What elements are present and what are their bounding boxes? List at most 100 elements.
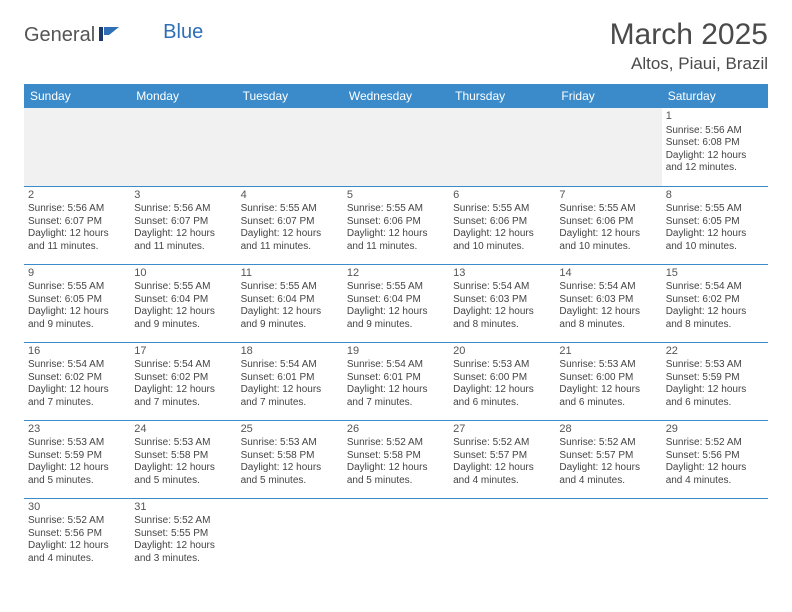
- cell-daylight2: and 10 minutes.: [453, 241, 551, 254]
- cell-daylight2: and 6 minutes.: [559, 397, 657, 410]
- cell-daylight1: Daylight: 12 hours: [134, 228, 232, 241]
- cell-daylight2: and 4 minutes.: [666, 475, 764, 488]
- day-number: 25: [241, 423, 339, 437]
- calendar-cell: 29Sunrise: 5:52 AMSunset: 5:56 PMDayligh…: [662, 420, 768, 498]
- cell-sunrise: Sunrise: 5:53 AM: [559, 359, 657, 372]
- cell-sunset: Sunset: 5:59 PM: [666, 372, 764, 385]
- title-block: March 2025 Altos, Piaui, Brazil: [610, 18, 768, 74]
- calendar-cell: 5Sunrise: 5:55 AMSunset: 6:06 PMDaylight…: [343, 186, 449, 264]
- cell-sunset: Sunset: 6:06 PM: [453, 216, 551, 229]
- calendar-row: 2Sunrise: 5:56 AMSunset: 6:07 PMDaylight…: [24, 186, 768, 264]
- cell-sunset: Sunset: 5:58 PM: [134, 450, 232, 463]
- day-number: 3: [134, 189, 232, 203]
- calendar-cell: 12Sunrise: 5:55 AMSunset: 6:04 PMDayligh…: [343, 264, 449, 342]
- logo-text-general: General: [24, 24, 95, 47]
- cell-sunset: Sunset: 6:05 PM: [666, 216, 764, 229]
- cell-daylight1: Daylight: 12 hours: [666, 384, 764, 397]
- cell-sunrise: Sunrise: 5:54 AM: [28, 359, 126, 372]
- cell-daylight1: Daylight: 12 hours: [28, 540, 126, 553]
- cell-daylight1: Daylight: 12 hours: [134, 384, 232, 397]
- cell-sunrise: Sunrise: 5:54 AM: [453, 281, 551, 294]
- cell-daylight2: and 7 minutes.: [28, 397, 126, 410]
- calendar-cell: 25Sunrise: 5:53 AMSunset: 5:58 PMDayligh…: [237, 420, 343, 498]
- cell-sunset: Sunset: 5:57 PM: [559, 450, 657, 463]
- cell-sunrise: Sunrise: 5:52 AM: [28, 515, 126, 528]
- cell-sunrise: Sunrise: 5:53 AM: [453, 359, 551, 372]
- day-number: 26: [347, 423, 445, 437]
- day-number: 7: [559, 189, 657, 203]
- cell-sunset: Sunset: 6:04 PM: [347, 294, 445, 307]
- cell-sunrise: Sunrise: 5:55 AM: [28, 281, 126, 294]
- cell-daylight1: Daylight: 12 hours: [347, 384, 445, 397]
- weekday-row: Sunday Monday Tuesday Wednesday Thursday…: [24, 84, 768, 108]
- cell-daylight1: Daylight: 12 hours: [241, 462, 339, 475]
- cell-sunrise: Sunrise: 5:56 AM: [134, 203, 232, 216]
- cell-daylight2: and 7 minutes.: [347, 397, 445, 410]
- calendar-cell: 13Sunrise: 5:54 AMSunset: 6:03 PMDayligh…: [449, 264, 555, 342]
- cell-daylight1: Daylight: 12 hours: [28, 306, 126, 319]
- day-number: 11: [241, 267, 339, 281]
- cell-daylight1: Daylight: 12 hours: [666, 306, 764, 319]
- calendar-cell: 8Sunrise: 5:55 AMSunset: 6:05 PMDaylight…: [662, 186, 768, 264]
- calendar-cell: 20Sunrise: 5:53 AMSunset: 6:00 PMDayligh…: [449, 342, 555, 420]
- day-number: 19: [347, 345, 445, 359]
- calendar-cell: [24, 108, 130, 186]
- calendar-cell: [662, 498, 768, 576]
- cell-daylight1: Daylight: 12 hours: [559, 228, 657, 241]
- cell-daylight2: and 6 minutes.: [453, 397, 551, 410]
- cell-sunset: Sunset: 5:55 PM: [134, 528, 232, 541]
- cell-sunrise: Sunrise: 5:55 AM: [347, 281, 445, 294]
- day-number: 17: [134, 345, 232, 359]
- weekday-header: Saturday: [662, 84, 768, 108]
- cell-daylight1: Daylight: 12 hours: [559, 462, 657, 475]
- day-number: 2: [28, 189, 126, 203]
- day-number: 12: [347, 267, 445, 281]
- calendar-row: 30Sunrise: 5:52 AMSunset: 5:56 PMDayligh…: [24, 498, 768, 576]
- cell-daylight2: and 11 minutes.: [347, 241, 445, 254]
- cell-daylight1: Daylight: 12 hours: [241, 306, 339, 319]
- cell-daylight2: and 4 minutes.: [453, 475, 551, 488]
- cell-sunrise: Sunrise: 5:55 AM: [347, 203, 445, 216]
- cell-sunrise: Sunrise: 5:52 AM: [453, 437, 551, 450]
- cell-daylight2: and 4 minutes.: [28, 553, 126, 566]
- cell-daylight1: Daylight: 12 hours: [134, 540, 232, 553]
- weekday-header: Monday: [130, 84, 236, 108]
- cell-sunrise: Sunrise: 5:53 AM: [134, 437, 232, 450]
- cell-sunset: Sunset: 6:05 PM: [28, 294, 126, 307]
- cell-sunset: Sunset: 6:03 PM: [453, 294, 551, 307]
- month-title: March 2025: [610, 18, 768, 52]
- day-number: 4: [241, 189, 339, 203]
- cell-sunset: Sunset: 6:00 PM: [559, 372, 657, 385]
- day-number: 10: [134, 267, 232, 281]
- cell-sunset: Sunset: 6:06 PM: [347, 216, 445, 229]
- cell-daylight2: and 10 minutes.: [666, 241, 764, 254]
- day-number: 20: [453, 345, 551, 359]
- calendar-cell: [343, 108, 449, 186]
- calendar-cell: 1Sunrise: 5:56 AMSunset: 6:08 PMDaylight…: [662, 108, 768, 186]
- calendar-cell: [449, 108, 555, 186]
- cell-sunset: Sunset: 6:07 PM: [28, 216, 126, 229]
- cell-sunset: Sunset: 6:01 PM: [241, 372, 339, 385]
- cell-sunrise: Sunrise: 5:56 AM: [28, 203, 126, 216]
- calendar-cell: 28Sunrise: 5:52 AMSunset: 5:57 PMDayligh…: [555, 420, 661, 498]
- cell-sunset: Sunset: 6:01 PM: [347, 372, 445, 385]
- cell-daylight1: Daylight: 12 hours: [453, 462, 551, 475]
- cell-daylight1: Daylight: 12 hours: [134, 306, 232, 319]
- weekday-header: Sunday: [24, 84, 130, 108]
- cell-sunrise: Sunrise: 5:55 AM: [241, 203, 339, 216]
- cell-sunset: Sunset: 6:02 PM: [134, 372, 232, 385]
- calendar-cell: 19Sunrise: 5:54 AMSunset: 6:01 PMDayligh…: [343, 342, 449, 420]
- day-number: 13: [453, 267, 551, 281]
- cell-daylight2: and 9 minutes.: [347, 319, 445, 332]
- cell-sunset: Sunset: 5:59 PM: [28, 450, 126, 463]
- calendar-cell: 10Sunrise: 5:55 AMSunset: 6:04 PMDayligh…: [130, 264, 236, 342]
- weekday-header: Wednesday: [343, 84, 449, 108]
- cell-sunrise: Sunrise: 5:54 AM: [134, 359, 232, 372]
- cell-daylight2: and 5 minutes.: [241, 475, 339, 488]
- weekday-header: Thursday: [449, 84, 555, 108]
- calendar-cell: 11Sunrise: 5:55 AMSunset: 6:04 PMDayligh…: [237, 264, 343, 342]
- day-number: 9: [28, 267, 126, 281]
- cell-sunrise: Sunrise: 5:55 AM: [666, 203, 764, 216]
- day-number: 21: [559, 345, 657, 359]
- cell-daylight2: and 9 minutes.: [28, 319, 126, 332]
